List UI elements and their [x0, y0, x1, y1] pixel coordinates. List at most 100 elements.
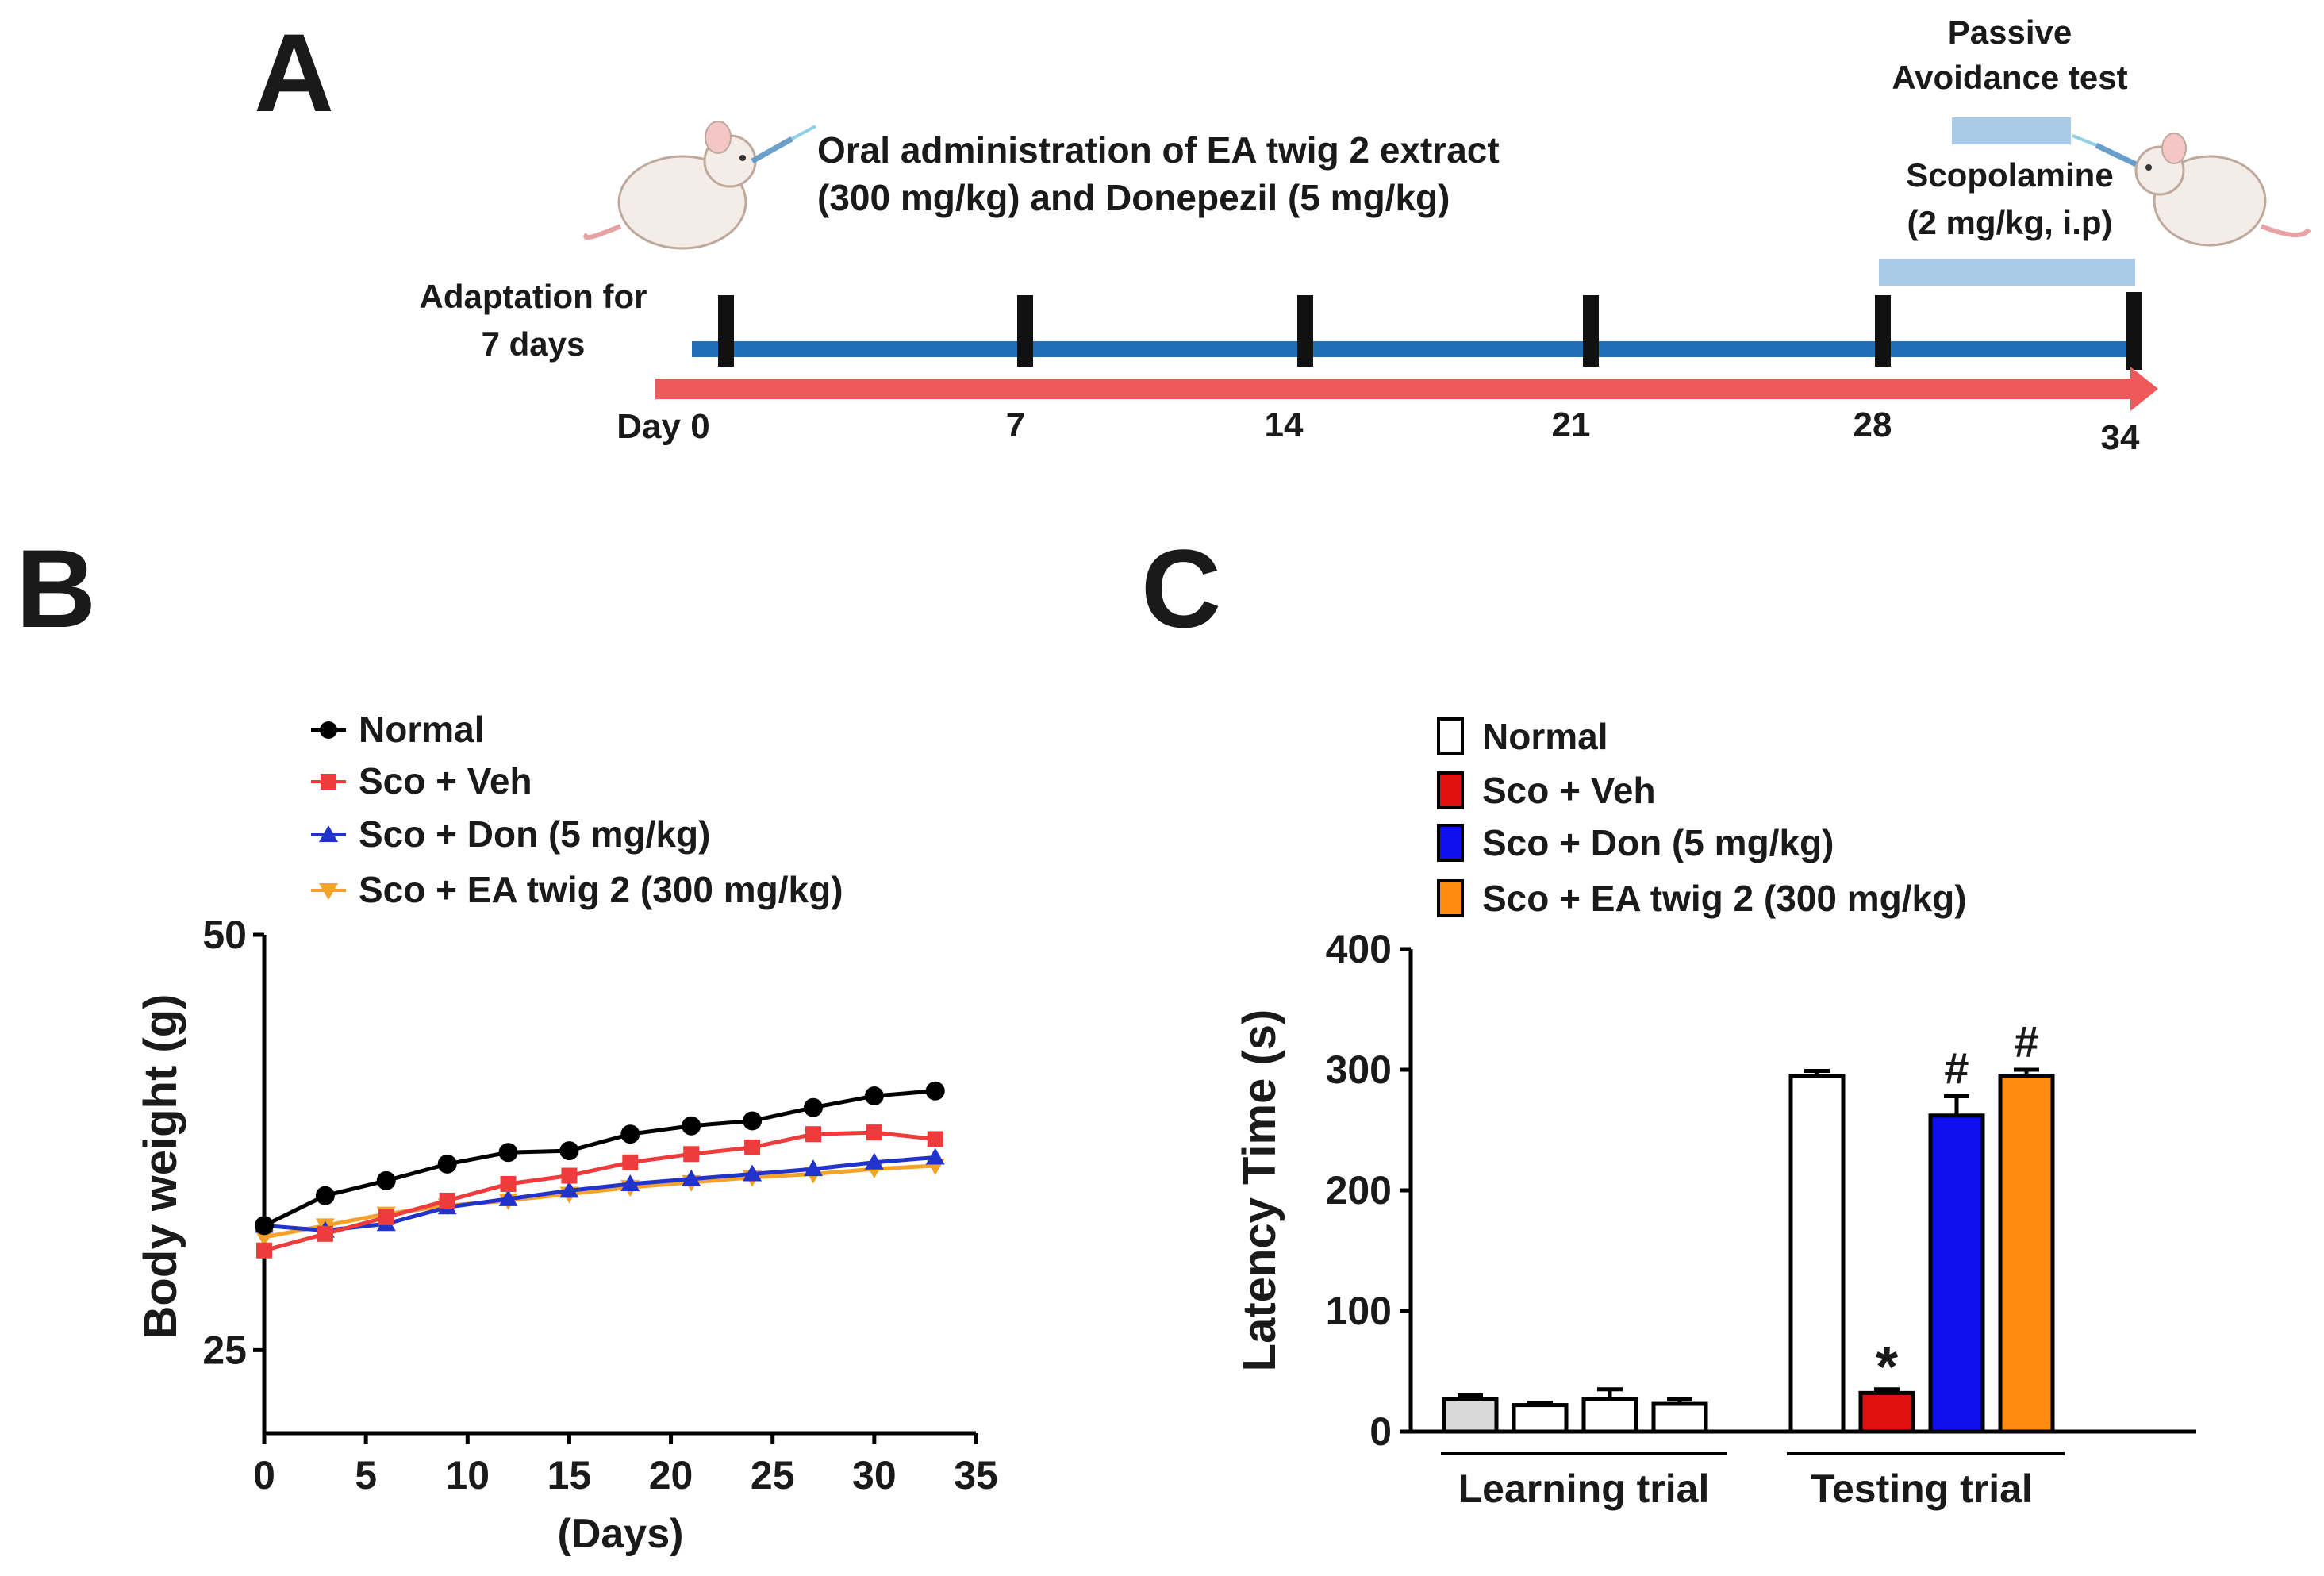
legend-c-normal: Normal — [1482, 716, 1608, 757]
tick-day-0 — [718, 295, 734, 367]
b-series-sco-veh — [256, 1124, 943, 1259]
day-label-0: Day 0 — [617, 407, 709, 446]
tick-day-34 — [2126, 292, 2142, 370]
day-label-7: 7 — [1006, 406, 1025, 444]
c-ytick-label: 200 — [1326, 1168, 1392, 1213]
b-y-ticks: 25 50 — [202, 913, 264, 1372]
legend-b-sco-ea: Sco + EA twig 2 (300 mg/kg) — [359, 869, 843, 910]
b-y-axis-label: Body weight (g) — [135, 994, 186, 1340]
c-bar-group-learning-trial-sco-ea-twig-2-300-mg-kg — [1651, 1397, 1708, 1434]
b-xtick-label: 25 — [751, 1453, 795, 1497]
b-point-sco-veh — [683, 1146, 700, 1163]
c-bar — [1581, 1397, 1638, 1434]
b-xtick-label: 5 — [355, 1453, 377, 1497]
b-series-sco-ea-twig-2-300-mg-kg — [255, 1158, 945, 1247]
day-label-34: 34 — [2101, 418, 2140, 457]
c-bar-group-testing-trial-sco-don-5-mg-kg: # — [1928, 1043, 1985, 1434]
adaptation-line1: Adaptation for — [420, 278, 647, 315]
panel-b: B Normal Sco + Veh Sco + Don (5 mg/kg) S… — [16, 526, 998, 1557]
b-point-normal — [498, 1143, 518, 1163]
b-point-sco-don-5-mg-kg — [803, 1159, 823, 1177]
b-xtick-label: 0 — [253, 1453, 275, 1497]
c-bar-group-testing-trial-normal — [1788, 1069, 1846, 1434]
passive-avoidance-bar — [1952, 117, 2071, 144]
b-point-sco-veh — [256, 1242, 272, 1259]
legend-c-sco-ea: Sco + EA twig 2 (300 mg/kg) — [1482, 878, 1967, 919]
day-arrow — [655, 367, 2158, 411]
b-point-sco-veh — [439, 1192, 455, 1209]
c-ytick-label: 300 — [1326, 1047, 1392, 1092]
b-point-sco-don-5-mg-kg — [620, 1174, 640, 1191]
legend-c-sco-don: Sco + Don (5 mg/kg) — [1482, 822, 1834, 863]
tick-day-28 — [1875, 295, 1891, 367]
b-point-normal — [315, 1186, 335, 1205]
day-label-14: 14 — [1265, 406, 1304, 444]
c-significance-mark: * — [1876, 1336, 1898, 1399]
passive-avoidance-line1: Passive — [1948, 13, 2072, 51]
b-point-sco-don-5-mg-kg — [559, 1181, 579, 1198]
b-xtick-label: 10 — [445, 1453, 490, 1497]
legend-b-normal: Normal — [359, 709, 484, 750]
b-point-sco-don-5-mg-kg — [925, 1147, 945, 1165]
b-point-sco-veh — [866, 1124, 882, 1141]
legend-c-sco-veh-swatch — [1437, 771, 1464, 809]
legend-b-sco-don-marker — [311, 825, 346, 842]
legend-b: Normal Sco + Veh Sco + Don (5 mg/kg) Sco… — [311, 709, 843, 910]
b-point-sco-veh — [805, 1126, 821, 1143]
tick-day-14 — [1297, 295, 1313, 367]
b-xtick-label: 35 — [954, 1453, 998, 1497]
b-x-ticks: 0 5 10 15 20 25 30 35 — [253, 1433, 998, 1497]
b-line-sco-don-5-mg-kg — [263, 1155, 935, 1233]
b-point-normal — [682, 1116, 701, 1136]
legend-b-normal-marker — [311, 721, 346, 739]
group-label-learning: Learning trial — [1458, 1466, 1710, 1511]
b-point-sco-veh — [927, 1131, 943, 1147]
tick-day-7 — [1017, 295, 1033, 367]
c-bar — [1512, 1403, 1569, 1434]
legend-b-sco-don: Sco + Don (5 mg/kg) — [359, 813, 710, 855]
legend-b-sco-veh-marker — [311, 774, 346, 790]
oral-admin-line1: Oral administration of EA twig 2 extract — [817, 129, 1500, 171]
c-bar — [1651, 1401, 1708, 1434]
c-bar — [1442, 1397, 1499, 1434]
panel-a: A Oral administration of EA twig 2 extra… — [254, 10, 2311, 457]
c-bar — [1998, 1074, 2055, 1434]
c-bar-group-learning-trial-sco-don-5-mg-kg — [1581, 1387, 1638, 1434]
tick-day-21 — [1583, 295, 1599, 367]
b-point-sco-don-5-mg-kg — [498, 1189, 518, 1206]
b-point-sco-don-5-mg-kg — [743, 1164, 763, 1182]
b-point-sco-veh — [500, 1176, 517, 1192]
b-point-normal — [559, 1141, 579, 1161]
panel-c: C Normal Sco + Veh Sco + Don (5 mg/kg) S… — [1141, 526, 2196, 1511]
c-bar-group-learning-trial-sco-veh — [1512, 1401, 1569, 1434]
group-label-testing: Testing trial — [1811, 1466, 2033, 1511]
b-point-sco-veh — [622, 1154, 639, 1170]
scopolamine-line1: Scopolamine — [1906, 156, 2113, 194]
c-y-axis-label: Latency Time (s) — [1234, 1009, 1285, 1372]
b-point-normal — [620, 1124, 640, 1144]
b-point-normal — [925, 1081, 945, 1101]
c-bar-group-testing-trial-sco-ea-twig-2-300-mg-kg: # — [1998, 1017, 2055, 1434]
b-plot-area — [255, 1081, 945, 1259]
b-point-normal — [255, 1216, 274, 1236]
c-bar — [1788, 1074, 1846, 1434]
legend-b-sco-veh: Sco + Veh — [359, 760, 532, 801]
c-significance-mark: # — [1944, 1043, 1969, 1093]
c-y-ticks: 0 100 200 300 400 — [1326, 927, 1411, 1454]
b-point-normal — [743, 1111, 763, 1131]
b-point-normal — [376, 1170, 396, 1190]
b-xtick-label: 15 — [547, 1453, 592, 1497]
b-series-normal — [255, 1081, 945, 1236]
legend-c-normal-swatch — [1437, 717, 1464, 755]
b-line-sco-veh — [263, 1130, 936, 1253]
oral-admin-line2: (300 mg/kg) and Donepezil (5 mg/kg) — [817, 177, 1450, 218]
c-bars: * # # — [1442, 1017, 2055, 1434]
legend-b-sco-ea-marker — [311, 883, 346, 900]
panel-label-c: C — [1141, 526, 1221, 651]
scopolamine-bar — [1879, 259, 2135, 286]
c-bar-group-testing-trial-sco-veh: * — [1858, 1336, 1915, 1434]
b-ytick-label: 25 — [202, 1328, 247, 1372]
b-point-normal — [864, 1086, 884, 1106]
c-significance-mark: # — [2014, 1017, 2038, 1067]
